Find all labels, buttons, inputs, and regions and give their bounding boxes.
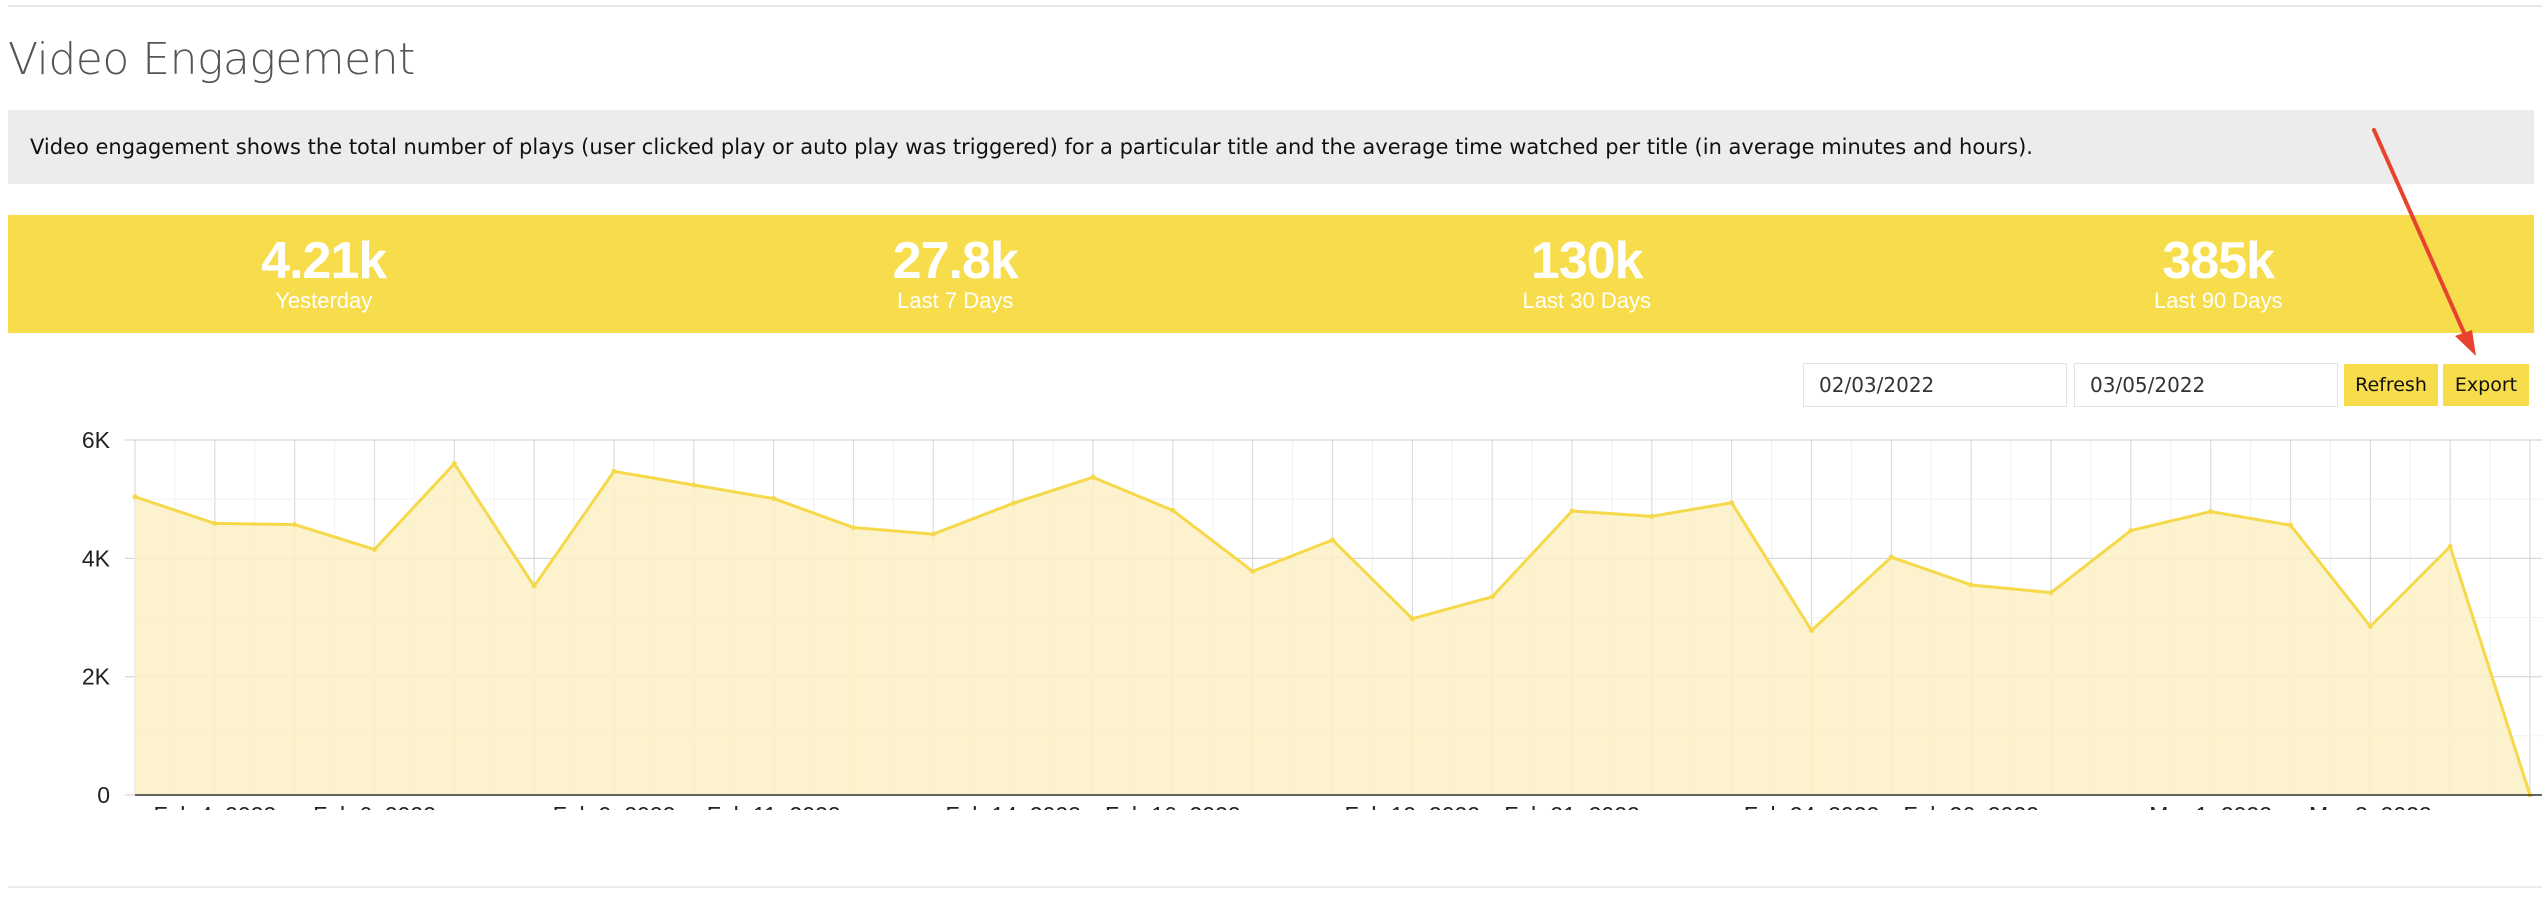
export-button[interactable]: Export	[2443, 364, 2529, 406]
y-tick-label: 6K	[82, 427, 111, 453]
x-tick-label: Feb 14, 2022	[945, 802, 1081, 810]
bottom-divider	[8, 886, 2542, 888]
stat-value: 27.8k	[892, 232, 1019, 290]
data-point	[451, 461, 457, 467]
refresh-button[interactable]: Refresh	[2344, 364, 2438, 406]
data-point	[611, 468, 617, 474]
start-date-input[interactable]	[1803, 363, 2067, 407]
data-point	[1569, 508, 1575, 514]
data-point	[1968, 582, 1974, 588]
data-point	[851, 525, 856, 531]
data-point	[1489, 594, 1495, 600]
data-point	[930, 531, 936, 537]
stat-last-90-days: 385k Last 90 Days	[1903, 215, 2535, 333]
data-point	[2128, 528, 2134, 534]
data-point	[372, 546, 377, 552]
engagement-area-chart: 0 2K 4K 6K Feb 4, 2022 Feb 6, 2022 Feb 9, 2022…	[82, 427, 2542, 810]
data-point	[531, 583, 537, 589]
data-point	[1649, 513, 1655, 519]
x-tick-label: Mar 1, 2022	[2149, 802, 2272, 810]
data-point	[1090, 474, 1096, 480]
series-area	[135, 463, 2530, 795]
data-point	[2367, 623, 2373, 629]
x-tick-label: Feb 24, 2022	[1744, 802, 1880, 810]
x-tick-label: Feb 21, 2022	[1504, 802, 1640, 810]
description-panel: Video engagement shows the total number …	[8, 110, 2534, 184]
y-tick-label: 2K	[82, 664, 111, 690]
stat-yesterday: 4.21k Yesterday	[8, 215, 640, 333]
x-tick-label: Feb 6, 2022	[313, 802, 436, 810]
data-point	[1729, 500, 1735, 506]
stat-label: Last 90 Days	[2154, 288, 2283, 313]
stat-value: 385k	[2162, 232, 2275, 290]
y-tick-label: 4K	[82, 545, 111, 571]
description-text: Video engagement shows the total number …	[30, 135, 2033, 159]
data-point	[1250, 568, 1256, 574]
x-tick-label: Mar 3, 2022	[2309, 802, 2432, 810]
top-divider	[8, 5, 2542, 7]
data-point	[771, 496, 777, 502]
data-point	[1409, 616, 1415, 622]
end-date-input[interactable]	[2074, 363, 2338, 407]
x-tick-label: Feb 11, 2022	[707, 802, 841, 810]
x-tick-label: Feb 9, 2022	[553, 802, 676, 810]
data-point	[1010, 500, 1016, 506]
data-point	[2447, 544, 2453, 549]
stat-last-30-days: 130k Last 30 Days	[1271, 215, 1903, 333]
x-tick-label: Feb 19, 2022	[1345, 802, 1481, 810]
stat-value: 130k	[1530, 232, 1644, 290]
stat-value: 4.21k	[261, 232, 387, 290]
data-point	[1330, 537, 1335, 543]
data-point	[212, 520, 218, 526]
data-point	[2208, 509, 2214, 515]
stats-band: 4.21k Yesterday 27.8k Last 7 Days 130k L…	[8, 215, 2534, 333]
stat-label: Last 30 Days	[1522, 288, 1651, 313]
data-point	[132, 494, 138, 500]
x-tick-label: Feb 26, 2022	[1903, 802, 2039, 810]
data-point	[292, 522, 298, 528]
stat-label: Last 7 Days	[897, 288, 1014, 313]
data-point	[1809, 628, 1814, 634]
y-tick-label: 0	[97, 782, 110, 808]
page-title: Video Engagement	[8, 34, 415, 85]
data-point	[2288, 522, 2293, 528]
stat-label: Yesterday	[275, 288, 373, 313]
stat-last-7-days: 27.8k Last 7 Days	[640, 215, 1272, 333]
x-tick-label: Feb 16, 2022	[1105, 802, 1241, 810]
x-tick-label: Feb 4, 2022	[153, 802, 276, 810]
data-point	[691, 482, 697, 488]
data-point	[2048, 590, 2054, 596]
data-point	[1170, 507, 1176, 513]
data-point	[1888, 554, 1894, 560]
